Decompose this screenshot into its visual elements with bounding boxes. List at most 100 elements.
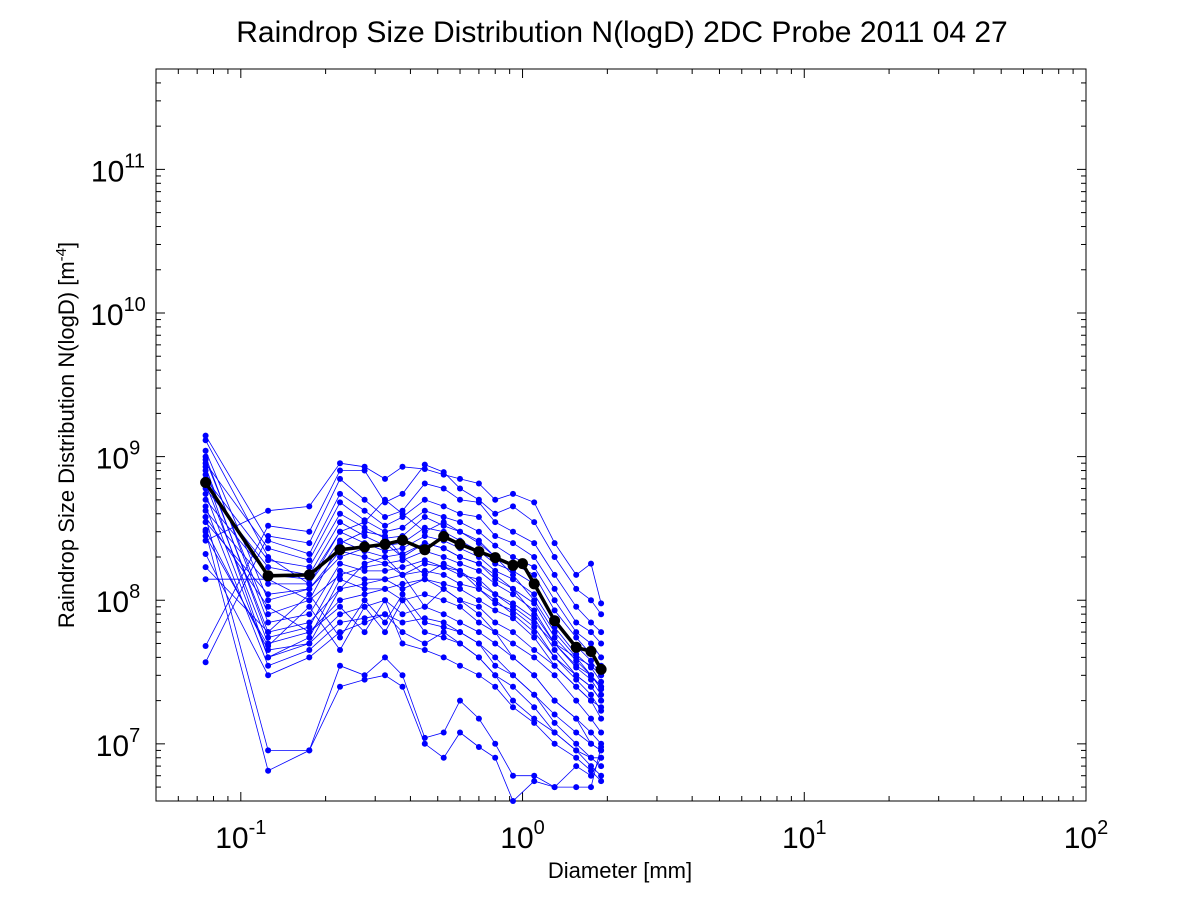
data-point: [421, 576, 428, 583]
data-point: [421, 557, 428, 564]
data-point: [361, 554, 368, 560]
data-point: [573, 747, 580, 754]
data-point: [399, 463, 406, 470]
data-point: [598, 707, 605, 714]
data-point: [492, 600, 499, 607]
data-point: [510, 528, 516, 535]
data-point: [382, 654, 388, 661]
data-point: [588, 740, 594, 747]
data-point: [475, 560, 482, 567]
data-point: [598, 763, 605, 770]
series-line: [205, 478, 602, 666]
data-point: [531, 629, 538, 636]
data-point: [531, 554, 538, 560]
data-point: [510, 683, 516, 690]
data-point: [573, 664, 580, 671]
series-line: [205, 462, 602, 658]
data-point: [510, 503, 516, 510]
data-point: [457, 640, 463, 647]
data-point: [265, 672, 272, 679]
data-point: [421, 647, 428, 653]
data-point: [588, 715, 594, 722]
data-point: [573, 603, 580, 610]
data-point: [382, 567, 388, 574]
data-point: [337, 475, 343, 482]
data-point: [202, 528, 209, 535]
data-point: [457, 485, 463, 492]
data-point: [457, 510, 463, 517]
data-point: [399, 597, 406, 604]
data-point: [510, 640, 516, 647]
data-point: [510, 704, 516, 711]
data-point: [399, 507, 406, 514]
data-point: [598, 691, 605, 698]
series-line: [205, 435, 602, 644]
y-tick-label: 1011: [91, 150, 145, 188]
data-point: [337, 537, 343, 544]
data-point: [598, 640, 605, 647]
data-point: [492, 542, 499, 549]
data-point: [531, 571, 538, 578]
mean-point: [489, 552, 501, 564]
data-point: [475, 603, 482, 610]
data-point: [361, 585, 368, 592]
data-point: [382, 528, 388, 535]
data-point: [551, 647, 558, 653]
data-point: [202, 507, 209, 514]
data-point: [421, 533, 428, 539]
data-point: [510, 554, 516, 560]
data-point: [361, 629, 368, 636]
data-point: [475, 597, 482, 604]
data-point: [551, 571, 558, 578]
data-point: [573, 715, 580, 722]
data-point: [382, 514, 388, 520]
data-point: [475, 744, 482, 750]
data-point: [510, 540, 516, 547]
series-line: [205, 516, 602, 788]
data-point: [440, 585, 447, 592]
data-point: [492, 576, 499, 583]
data-point: [202, 576, 209, 583]
data-point: [475, 480, 482, 487]
data-point: [588, 784, 594, 791]
mean-point: [303, 569, 315, 581]
data-point: [510, 772, 516, 779]
data-point: [510, 607, 516, 614]
series-layer: [200, 432, 607, 804]
series-11: [202, 514, 605, 791]
data-point: [457, 560, 463, 567]
series-12: [202, 528, 605, 804]
data-point: [551, 711, 558, 718]
data-point: [399, 551, 406, 557]
series-line: [205, 478, 602, 663]
data-point: [475, 499, 482, 506]
data-point: [382, 585, 388, 592]
data-point: [598, 600, 605, 607]
data-point: [551, 629, 558, 636]
data-point: [306, 603, 313, 610]
data-point: [573, 740, 580, 747]
y-axis-label-exponent: -4: [53, 248, 70, 261]
data-point: [265, 522, 272, 529]
data-point: [457, 580, 463, 587]
data-point: [202, 564, 209, 571]
data-point: [399, 557, 406, 564]
data-point: [492, 662, 499, 669]
data-point: [361, 597, 368, 604]
data-point: [475, 715, 482, 722]
data-point: [382, 475, 388, 482]
data-point: [573, 672, 580, 679]
data-point: [421, 466, 428, 472]
data-point: [492, 496, 499, 503]
series-line: [205, 506, 602, 751]
data-point: [337, 647, 343, 653]
data-point: [457, 729, 463, 736]
mean-point: [517, 558, 528, 570]
data-point: [531, 647, 538, 653]
data-point: [492, 607, 499, 614]
data-point: [598, 697, 605, 704]
mean-point: [397, 534, 408, 546]
data-point: [492, 533, 499, 539]
data-point: [337, 629, 343, 636]
data-point: [265, 537, 272, 544]
